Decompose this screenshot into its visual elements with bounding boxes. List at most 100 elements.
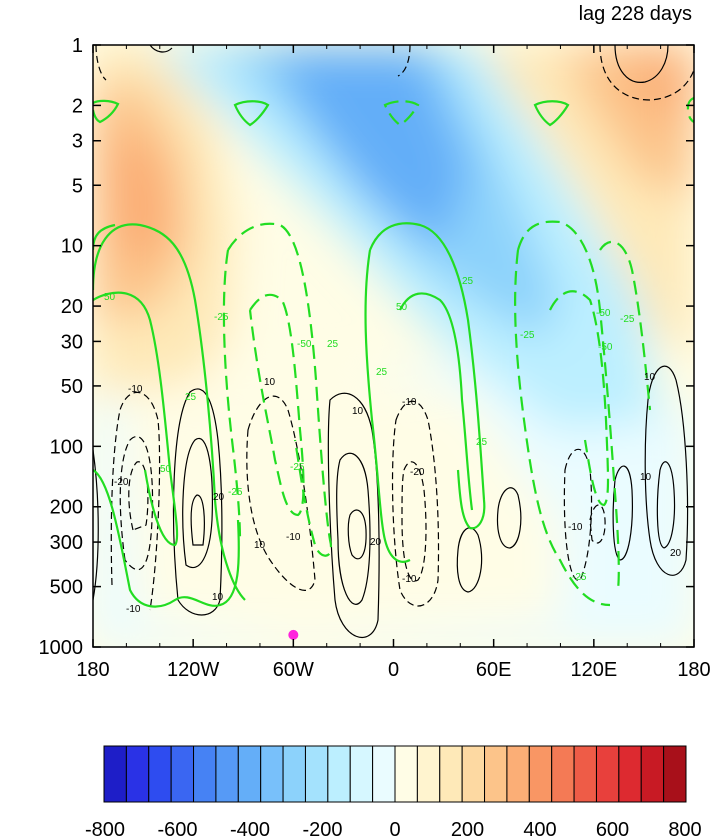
black-contour-label: 10 <box>254 540 266 551</box>
x-tick-label: 0 <box>388 659 399 681</box>
shading-layer <box>93 45 694 647</box>
colorbar-swatch <box>551 745 575 803</box>
y-tick-label: 1000 <box>39 637 84 659</box>
green-contour-line <box>93 469 240 608</box>
axes: 180 120W 60W 0 60E 120E 180 1 2 3 5 10 20 30 50 100 200 3… <box>39 35 711 681</box>
colorbar-swatch <box>304 745 329 803</box>
green-contour-line <box>364 249 411 563</box>
green-contour-label: 25 <box>185 392 197 403</box>
green-contour-label: 25 <box>476 437 488 448</box>
colorbar-swatch <box>439 745 463 803</box>
black-contour-label: 20 <box>670 548 682 559</box>
colorbar-label: -800 <box>85 819 125 838</box>
green-contour-label: -25 <box>214 312 229 323</box>
y-tick-label: 200 <box>50 497 83 519</box>
y-tick-label: 20 <box>61 296 83 318</box>
green-contour-line <box>93 223 246 601</box>
black-contour-line <box>397 45 411 77</box>
black-contour-line <box>93 449 99 601</box>
y-tick-label: 3 <box>72 131 83 153</box>
black-contours <box>93 45 694 638</box>
colorbar-swatch <box>573 745 597 803</box>
black-contour-line <box>246 395 316 591</box>
x-tick-label: 60E <box>476 659 512 681</box>
black-contour-line <box>149 45 173 53</box>
green-contour-line <box>399 292 474 511</box>
green-contour-line <box>383 100 420 127</box>
colorbar-swatch <box>528 745 553 803</box>
black-contour-label: -10 <box>286 532 301 543</box>
colorbar-swatch <box>663 745 687 803</box>
colorbar-swatch <box>103 745 127 803</box>
green-contour-labels: 50 -25 -50 25 -25 50 25 -25 -50 25 -25 -… <box>104 276 635 583</box>
green-contour-line <box>93 291 179 547</box>
colorbar-label: 400 <box>523 819 556 838</box>
black-contour-label: -10 <box>568 522 583 533</box>
colorbar-swatch <box>282 745 306 803</box>
green-contour-line <box>227 222 333 557</box>
black-contour-line <box>336 452 371 605</box>
black-contour-line <box>401 461 427 582</box>
colorbar-swatch <box>484 745 508 803</box>
green-contour-label: 50 <box>396 302 408 313</box>
x-tick-label: 180 <box>677 659 710 681</box>
black-contour-line <box>589 504 606 544</box>
black-contour-label: -10 <box>402 574 417 585</box>
colorbar-swatch <box>618 745 642 803</box>
colorbar-swatch <box>148 745 172 803</box>
black-contour-line <box>128 461 149 531</box>
colorbar-swatch <box>394 745 418 803</box>
black-contour-line <box>327 392 380 638</box>
black-contour-label: 10 <box>212 592 224 603</box>
black-contour-line <box>612 465 633 561</box>
green-contour-line <box>93 99 120 124</box>
colorbar-swatch <box>215 745 239 803</box>
black-contour-label: 20 <box>370 537 382 548</box>
green-contours <box>93 96 694 608</box>
black-contour-line <box>190 494 205 546</box>
black-contour-label: 10 <box>352 406 364 417</box>
colorbar-swatch <box>372 745 396 803</box>
y-tick-label: 50 <box>61 376 83 398</box>
black-contour-line <box>644 365 689 576</box>
colorbar-label: 0 <box>389 819 400 838</box>
black-contour-label: -20 <box>114 477 129 488</box>
black-contour-label: -10 <box>128 384 143 395</box>
green-contour-line <box>222 249 242 541</box>
green-contour-line <box>516 220 620 591</box>
colorbar-label: -400 <box>230 819 270 838</box>
green-contour-line <box>248 293 305 517</box>
black-contour-label: -20 <box>410 467 425 478</box>
colorbar-swatch <box>125 745 150 803</box>
colorbar-swatch <box>595 745 620 803</box>
green-contour-line <box>368 222 486 530</box>
shading-upper-right-dark <box>610 45 694 130</box>
green-contour-label: -50 <box>297 339 312 350</box>
shading-center-dark-blue <box>270 50 470 250</box>
colorbar-swatch <box>193 745 217 803</box>
black-contour-line <box>599 45 694 101</box>
marker-point <box>288 629 299 640</box>
y-tick-label: 2 <box>72 95 83 117</box>
colorbar-swatch <box>260 745 284 803</box>
colorbar-label: -600 <box>157 819 197 838</box>
black-contour-line <box>614 45 669 83</box>
green-contour-line <box>233 100 270 127</box>
x-tick-label: 120W <box>167 659 219 681</box>
green-contour-label: -25 <box>520 330 535 341</box>
black-contour-line <box>110 391 161 611</box>
colorbar-swatch <box>416 745 441 803</box>
green-contour-line <box>549 290 610 507</box>
black-contour-line <box>456 527 483 593</box>
green-contour-label: -25 <box>228 487 243 498</box>
colorbar-swatch <box>461 745 486 803</box>
green-contour-label: -25 <box>620 314 635 325</box>
black-contour-line <box>391 400 440 607</box>
green-contour-line <box>533 100 570 127</box>
black-contour-label: 10 <box>644 372 656 383</box>
y-tick-label: 10 <box>61 236 83 258</box>
colorbar-label: -200 <box>302 819 342 838</box>
y-tick-label: 5 <box>72 175 83 197</box>
y-tick-label: 30 <box>61 331 83 353</box>
